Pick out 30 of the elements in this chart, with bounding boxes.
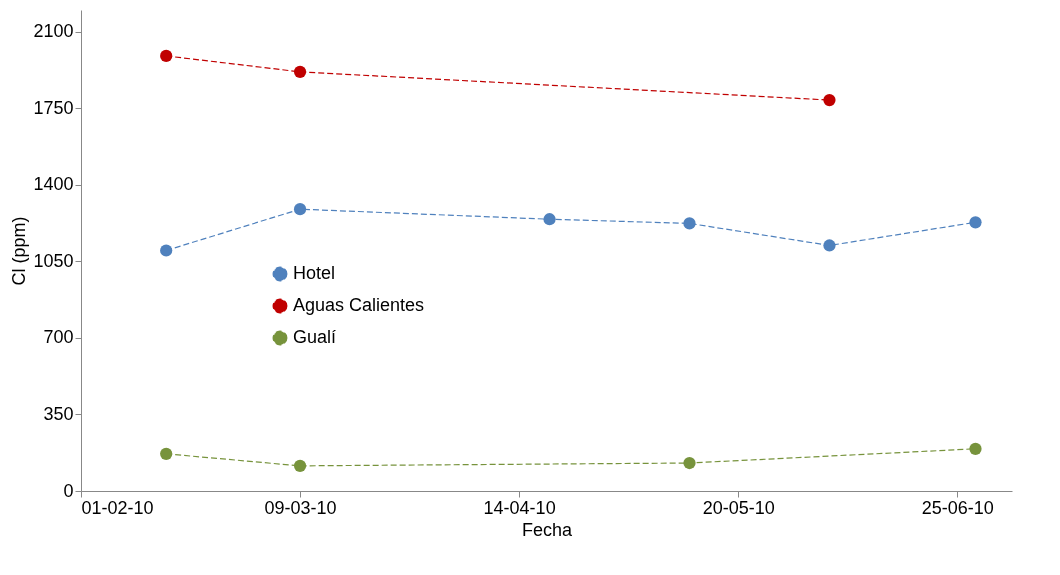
y-tick-label: 700 — [43, 327, 74, 348]
x-tick-label: 14-04-10 — [483, 497, 556, 518]
legend-label: Gualí — [293, 327, 337, 347]
point — [293, 459, 307, 472]
y-tick-label: 1400 — [33, 174, 74, 195]
point — [543, 213, 556, 226]
point — [683, 456, 696, 470]
point — [160, 244, 173, 257]
point — [969, 216, 982, 229]
x-tick-label: 20-05-10 — [702, 497, 775, 518]
point — [683, 217, 696, 230]
y-tick-label: 1050 — [33, 250, 74, 271]
legend-label: Aguas Calientes — [293, 295, 425, 315]
point — [293, 65, 307, 78]
point — [160, 49, 173, 63]
point — [823, 239, 836, 252]
x-tick-label: 25-06-10 — [921, 497, 994, 518]
x-tick-label: 01-02-10 — [81, 497, 154, 518]
y-axis-title: Cl (ppm) — [9, 216, 30, 286]
y-tick-label: 2100 — [33, 21, 74, 42]
x-tick-label: 09-03-10 — [264, 497, 337, 518]
y-tick-label: 0 — [63, 480, 74, 501]
point — [293, 203, 307, 216]
point — [969, 442, 982, 455]
point — [823, 93, 836, 107]
legend-label: Hotel — [293, 263, 336, 283]
point — [160, 447, 173, 460]
y-tick-label: 1750 — [33, 97, 74, 118]
y-tick-label: 350 — [43, 403, 74, 424]
x-axis-title: Fecha — [521, 519, 573, 540]
